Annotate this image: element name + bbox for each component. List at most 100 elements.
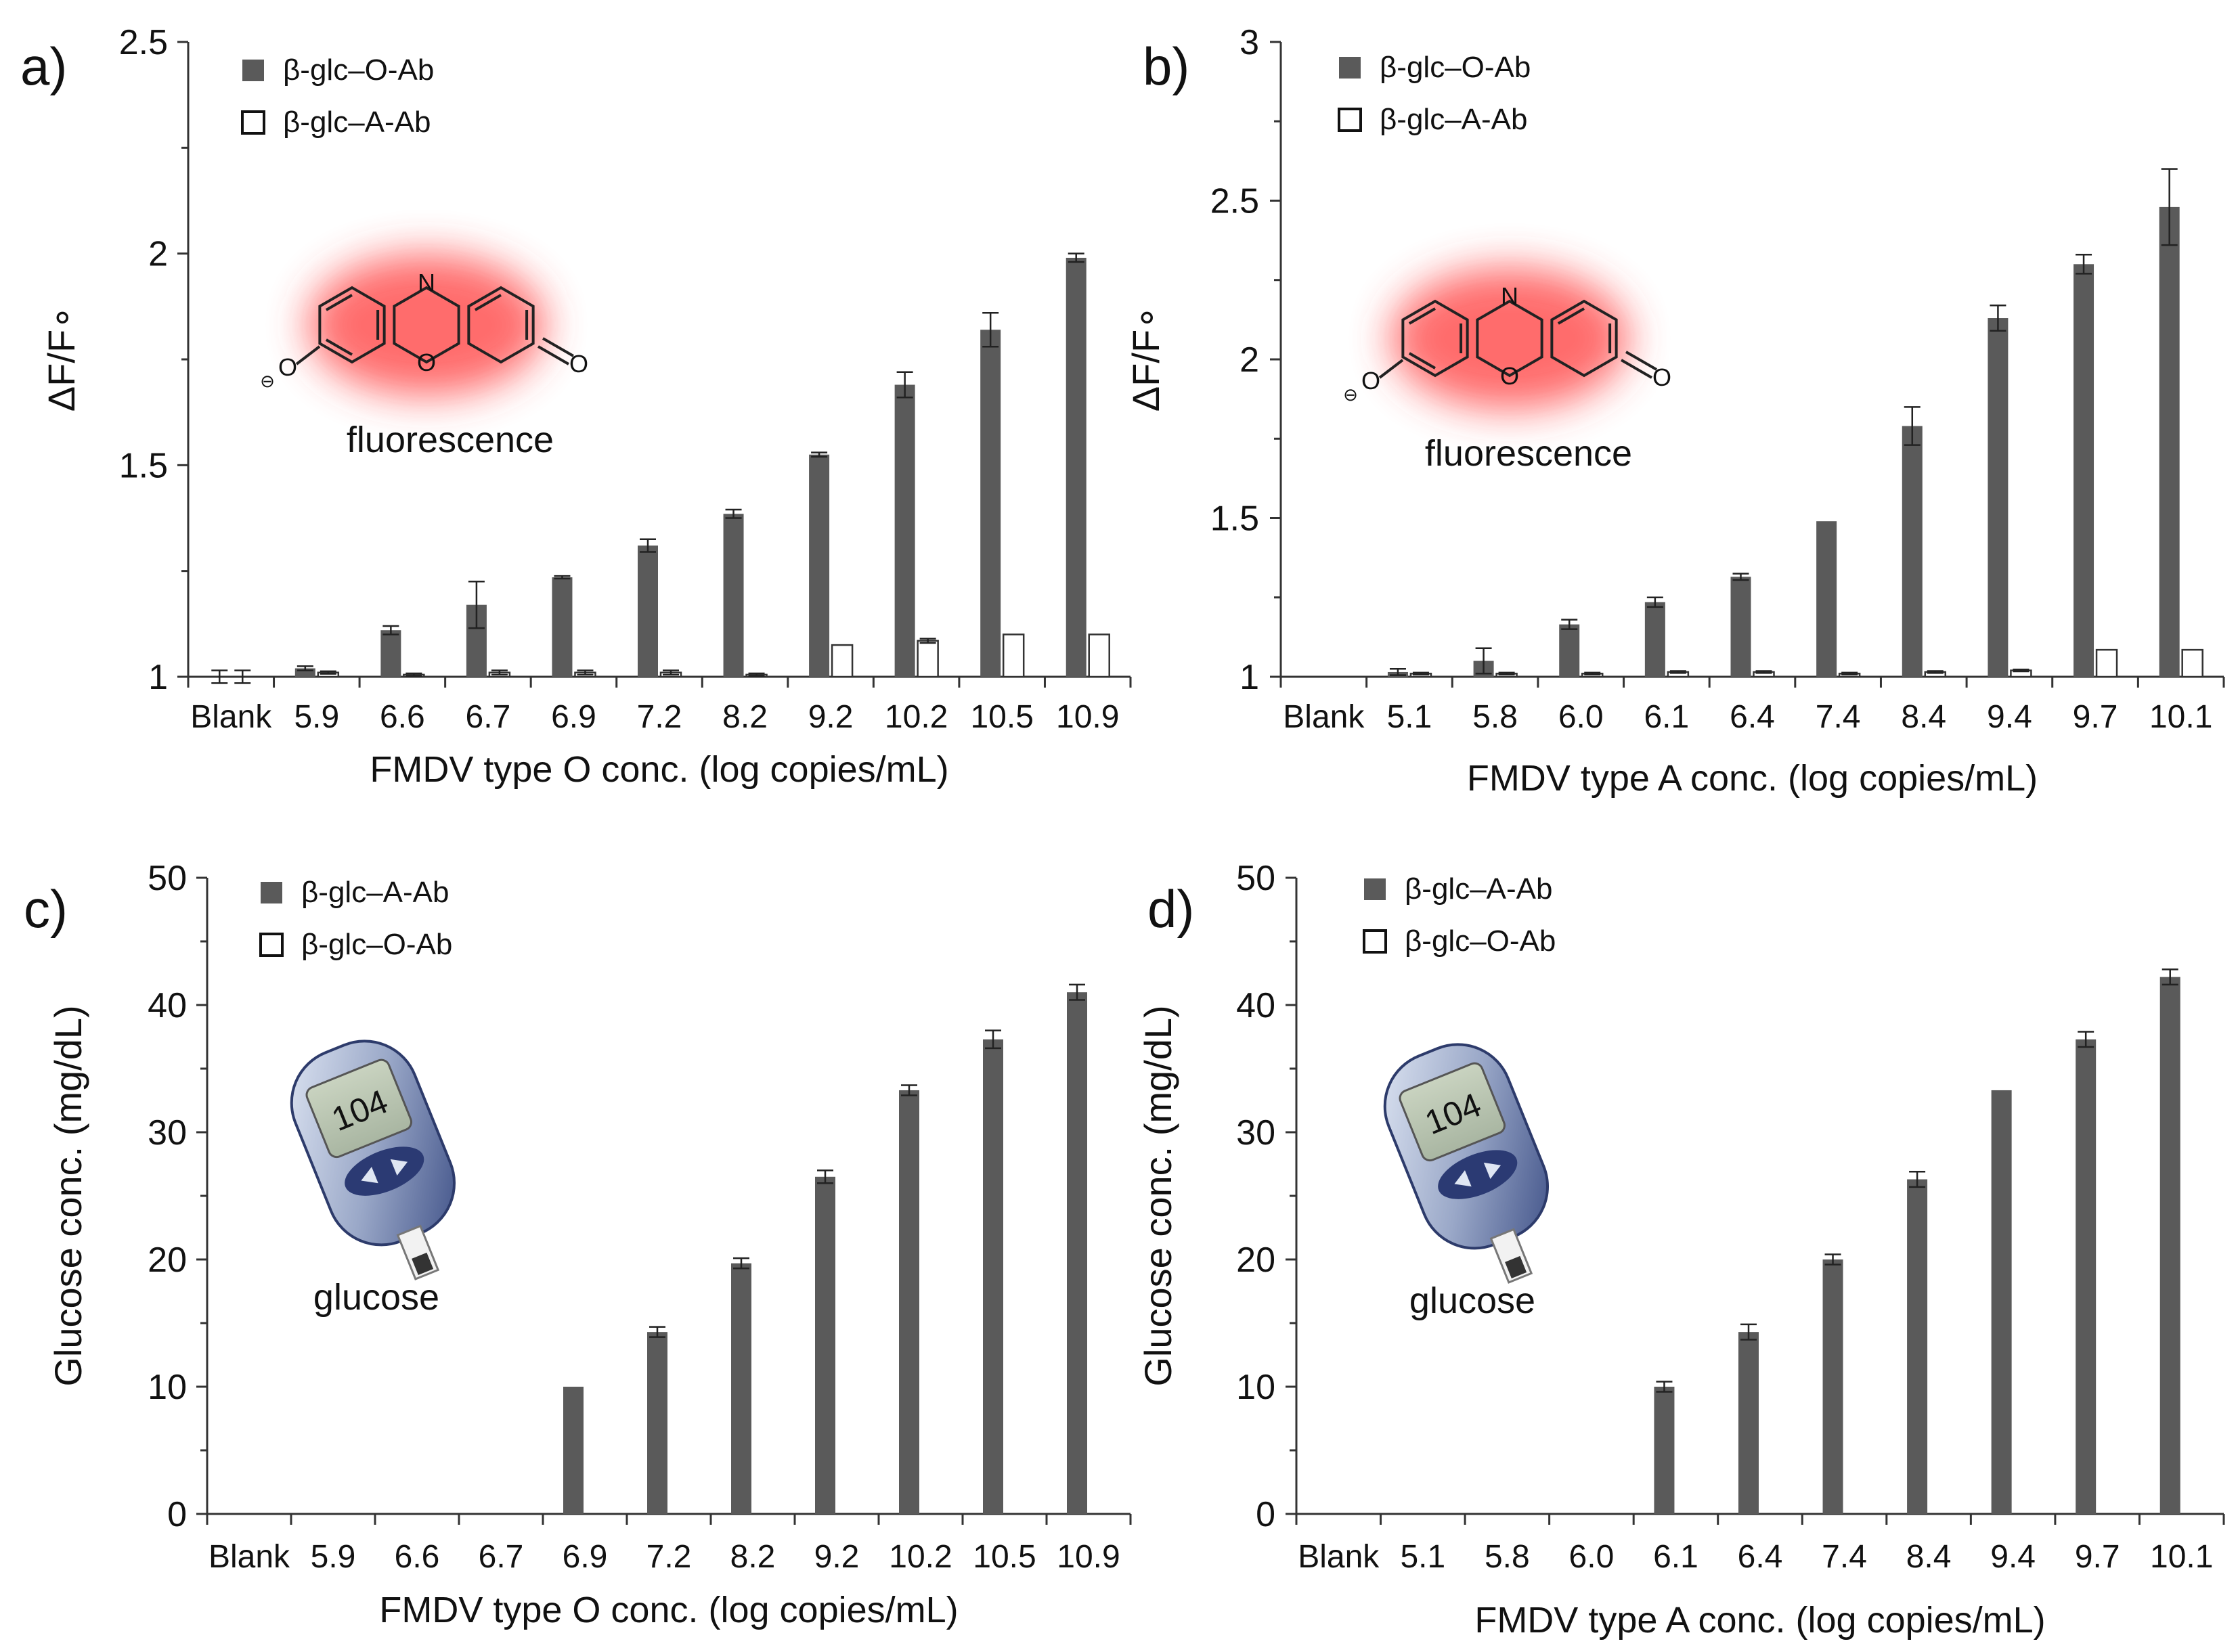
y-tick-label: 50	[1236, 859, 1275, 898]
bar	[815, 1176, 835, 1514]
y-tick-label: 30	[1236, 1113, 1275, 1153]
molecule-double-bond	[325, 338, 353, 356]
legend-swatch	[1364, 878, 1386, 900]
molecule-atom-label: O	[417, 349, 436, 376]
y-axis-label: ΔF/F∘	[40, 306, 83, 411]
y-tick-label: 50	[148, 859, 187, 898]
resorufin-fluorescence-icon: NO OO⊖	[1343, 267, 1671, 409]
bar	[723, 514, 744, 677]
bar	[731, 1263, 751, 1514]
x-tick-label: 5.8	[1472, 699, 1518, 735]
molecule-double-bond	[1557, 307, 1585, 325]
molecule-double-bond	[1408, 352, 1436, 370]
x-tick-label: Blank	[209, 1539, 290, 1575]
x-tick-label: 10.2	[885, 699, 948, 735]
legend-label: β-glc–A-Ab	[1380, 103, 1528, 136]
legend-label: β-glc–A-Ab	[1405, 872, 1553, 906]
molecule-atom-label: O	[569, 350, 588, 378]
x-tick-label: 10.9	[1057, 1539, 1120, 1575]
legend-swatch	[1338, 108, 1362, 132]
x-tick-label: 8.4	[1901, 699, 1946, 735]
bar	[980, 330, 1001, 677]
y-tick-label: 2	[148, 235, 168, 274]
chart-panel-c: c) 104 glucose 0 10 20 30 40 50 Blank 5.9 6.6 6.7…	[24, 859, 1132, 1630]
legend-label: β-glc–O-Ab	[283, 53, 434, 87]
y-tick-label: 1.5	[1210, 499, 1259, 539]
molecule-ring	[318, 286, 386, 364]
bar	[1730, 577, 1751, 677]
bar	[1902, 426, 1923, 677]
bar-chart: 0 10 20 30 40 50 Blank 5.9 6.6 6.7 6.9 7.2 8.2 9.2 10.…	[47, 859, 1132, 1630]
bar	[1907, 1179, 1928, 1514]
x-tick-label: 6.7	[479, 1539, 524, 1575]
annotation-label: glucose	[313, 1277, 439, 1318]
x-tick-label: 8.2	[730, 1539, 776, 1575]
molecule-atom-label: O	[278, 353, 297, 381]
fluorescence-glow	[308, 254, 545, 396]
x-tick-label: Blank	[1298, 1539, 1380, 1575]
x-tick-label: 10.9	[1056, 699, 1119, 735]
bar	[1816, 521, 1837, 677]
legend-label: β-glc–A-Ab	[283, 106, 431, 139]
y-tick-label: 30	[148, 1113, 187, 1153]
x-tick-label: 6.9	[563, 1539, 608, 1575]
test-strip-tip	[1505, 1255, 1527, 1278]
bar	[1822, 1259, 1843, 1514]
bar	[647, 1332, 667, 1514]
y-tick-label: 10	[148, 1368, 187, 1407]
resorufin-fluorescence-icon: NO OO⊖	[260, 254, 588, 396]
x-axis-label: FMDV type O conc. (log copies/mL)	[370, 749, 948, 790]
x-tick-label: 9.7	[2075, 1539, 2120, 1575]
molecule-atom-label: O	[1361, 367, 1380, 395]
y-tick-label: 1.5	[119, 446, 168, 485]
x-tick-label: 5.8	[1485, 1539, 1530, 1575]
x-tick-label: 8.4	[1906, 1539, 1952, 1575]
molecule-bond	[295, 345, 321, 365]
right-arrow-icon	[390, 1159, 408, 1176]
x-tick-label: 7.4	[1816, 699, 1861, 735]
x-tick-label: 7.2	[646, 1539, 692, 1575]
x-tick-label: 6.4	[1738, 1539, 1783, 1575]
x-tick-label: 6.0	[1558, 699, 1604, 735]
legend-swatch	[261, 882, 282, 903]
y-axis-label: Glucose conc. (mg/dL)	[1137, 1005, 1179, 1386]
molecule-bond	[537, 345, 570, 365]
y-tick-label: 10	[1236, 1368, 1275, 1407]
legend-label: β-glc–A-Ab	[301, 876, 449, 909]
bar	[894, 384, 915, 677]
x-tick-label: 9.4	[1987, 699, 2032, 735]
bar	[917, 640, 939, 678]
y-tick-label: 20	[1236, 1241, 1275, 1280]
right-arrow-icon	[1483, 1162, 1501, 1180]
bar	[899, 1090, 919, 1514]
legend-swatch	[1339, 57, 1361, 79]
panel-label: a)	[20, 37, 67, 96]
legend-swatch	[1363, 929, 1387, 954]
y-tick-label: 2.5	[119, 23, 168, 62]
molecule-double-bond	[1408, 307, 1436, 325]
bar	[380, 630, 401, 677]
y-axis-label: ΔF/F∘	[1124, 306, 1167, 411]
y-axis-label: Glucose conc. (mg/dL)	[47, 1005, 89, 1386]
y-tick-label: 20	[148, 1241, 187, 1280]
fluorescence-glow	[1391, 267, 1628, 409]
x-tick-label: 6.1	[1653, 1539, 1698, 1575]
bar	[2159, 977, 2180, 1514]
bar	[2181, 648, 2203, 678]
meter-screen	[305, 1058, 413, 1159]
x-tick-label: 9.2	[808, 699, 854, 735]
x-tick-label: Blank	[190, 699, 272, 735]
chart-panel-d: d) 104 glucose 0 10 20 30 40 50 Blank 5.1 5.8 6.0…	[1137, 859, 2225, 1640]
bar	[2076, 1039, 2097, 1514]
glucose-meter-icon: 104	[290, 1040, 456, 1280]
x-tick-label: 5.1	[1387, 699, 1432, 735]
annotation-label: fluorescence	[1425, 433, 1632, 474]
y-tick-label: 1	[1239, 658, 1259, 697]
x-tick-label: 9.2	[814, 1539, 860, 1575]
y-tick-label: 3	[1239, 23, 1259, 62]
panel-label: c)	[24, 879, 68, 939]
legend-swatch	[241, 110, 265, 135]
x-tick-label: 7.4	[1822, 1539, 1867, 1575]
bar	[552, 577, 573, 677]
